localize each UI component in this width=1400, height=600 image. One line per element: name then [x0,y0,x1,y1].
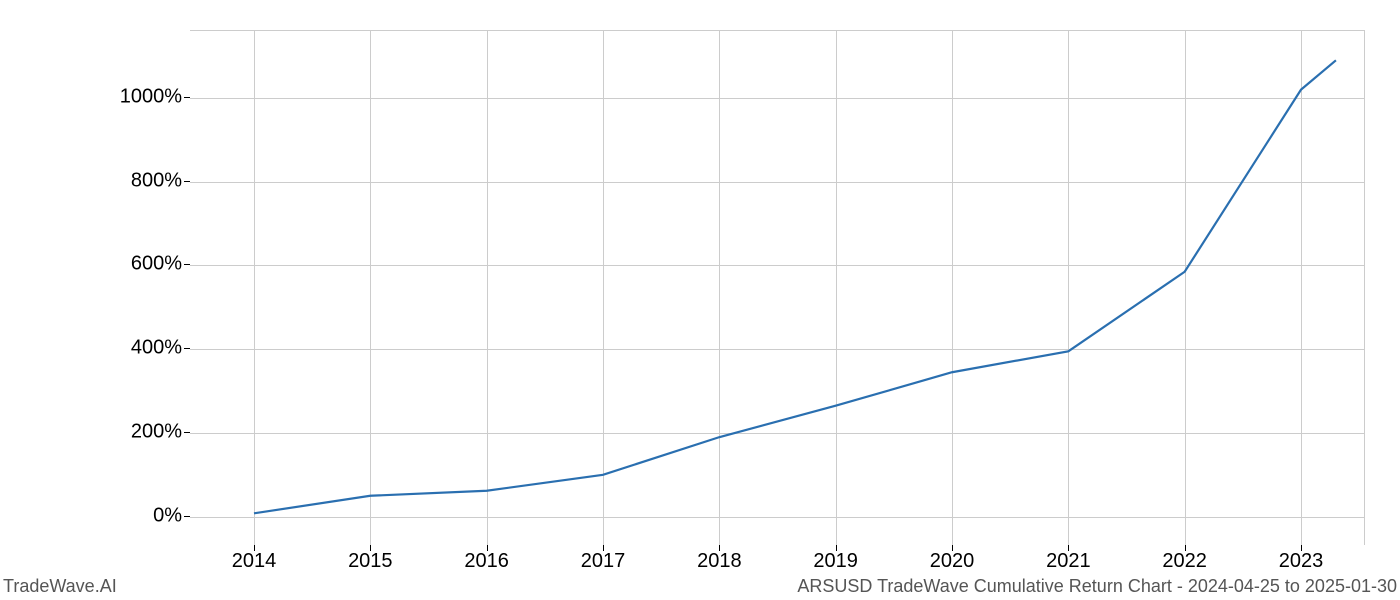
x-axis-tick-mark [1185,545,1186,551]
y-axis-tick-label: 600% [131,253,182,276]
x-axis-tick-mark [1068,545,1069,551]
x-axis-tick-label: 2023 [1279,550,1324,573]
chart-container: 0% 200% 400% 600% 800% 1000% 2014 2015 2016 2017… [0,0,1400,600]
x-axis-tick-label: 2016 [464,550,509,573]
y-axis-tick-label: 1000% [120,85,182,108]
x-axis-tick-mark [952,545,953,551]
x-axis-tick-label: 2014 [232,550,277,573]
x-axis-tick-mark [254,545,255,551]
x-axis-tick-label: 2017 [581,550,626,573]
x-axis-tick-label: 2015 [348,550,393,573]
y-axis-tick-mark [184,348,190,349]
x-axis-tick-label: 2018 [697,550,742,573]
x-axis-tick-mark [1301,545,1302,551]
y-axis-tick-label: 200% [131,420,182,443]
plot-area [190,30,1365,545]
footer-left-text: TradeWave.AI [3,576,117,597]
y-axis-tick-mark [184,181,190,182]
y-axis-tick-label: 0% [153,504,182,527]
y-axis-tick-label: 400% [131,337,182,360]
x-axis-tick-mark [370,545,371,551]
y-axis-tick-mark [184,432,190,433]
line-series [190,31,1364,545]
y-axis-tick-label: 800% [131,169,182,192]
y-axis-tick-mark [184,264,190,265]
y-axis-tick-mark [184,516,190,517]
x-axis-tick-mark [836,545,837,551]
x-axis-tick-label: 2020 [930,550,975,573]
x-axis-tick-label: 2019 [813,550,858,573]
x-axis-tick-mark [603,545,604,551]
x-axis-tick-mark [719,545,720,551]
footer-right-text: ARSUSD TradeWave Cumulative Return Chart… [797,576,1397,597]
x-axis-tick-label: 2022 [1162,550,1207,573]
y-axis-tick-mark [184,97,190,98]
x-axis-tick-mark [487,545,488,551]
x-axis-tick-label: 2021 [1046,550,1091,573]
